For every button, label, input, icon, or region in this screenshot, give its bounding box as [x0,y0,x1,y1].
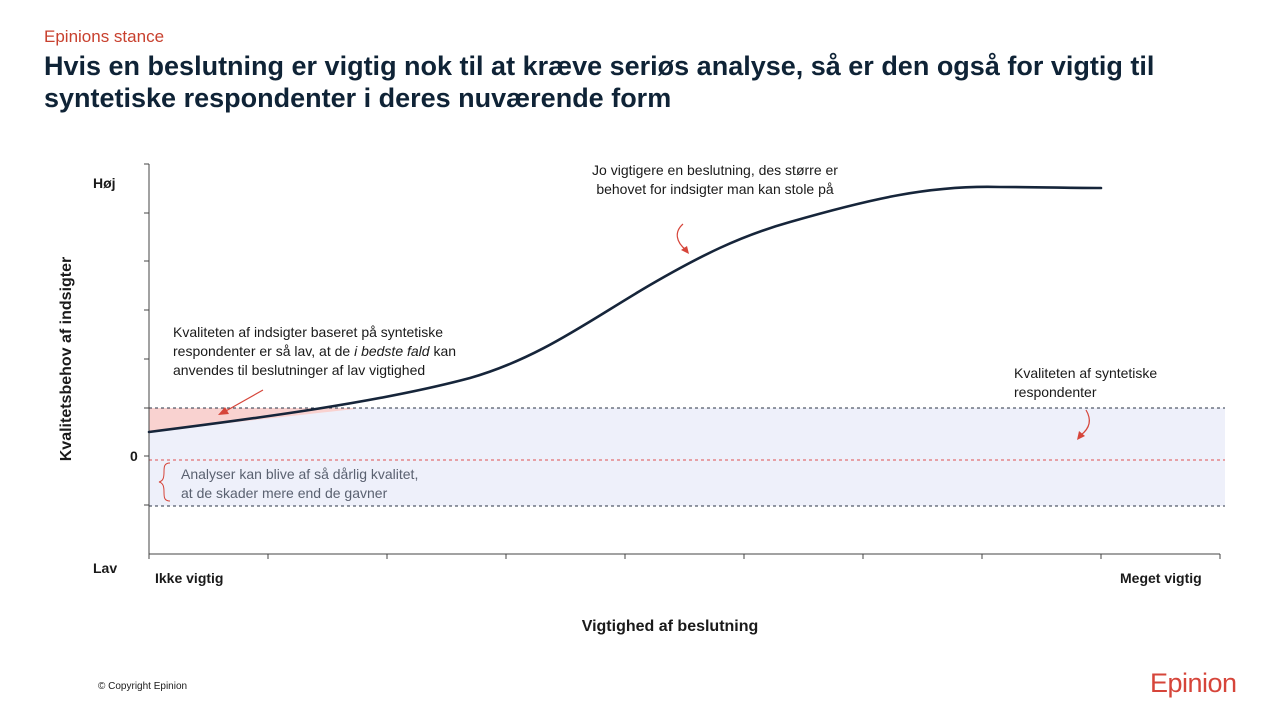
y-tick-high: Høj [93,175,116,191]
kicker: Epinions stance [44,27,165,46]
synthetic-note-line2: respondenter er så lav, at de i bedste f… [173,342,513,361]
x-tick-right: Meget vigtig [1120,570,1202,586]
usable-zone-highlight [149,408,355,433]
curve-note: Jo vigtigere en beslutning, des større e… [560,161,870,199]
y-axis [144,163,150,554]
x-tick-left: Ikke vigtig [155,570,224,586]
x-axis-label: Vigtighed af beslutning [581,618,759,635]
synthetic-note-line2-b: kan [429,343,457,359]
copyright: © Copyright Epinion [98,681,188,692]
band-note: Kvaliteten af syntetiske respondenter [1014,364,1214,402]
harm-brace [158,462,171,502]
need-curve [147,185,1103,434]
y-tick-low: Lav [93,560,118,576]
harm-note: Analyser kan blive af så dårlig kvalitet… [181,465,481,503]
curve-note-line2: behovet for indsigter man kan stole på [596,181,834,197]
page-title: Hvis en beslutning er vigtig nok til at … [44,51,1155,113]
band-note-arrow [1077,409,1091,440]
synthetic-note-emphasis: i bedste fald [354,343,430,359]
curve-note-line1: Jo vigtigere en beslutning, des større e… [592,162,838,178]
harm-note-line1: Analyser kan blive af så dårlig kvalitet… [181,466,419,482]
band-note-line1: Kvaliteten af syntetiske [1014,365,1158,381]
y-axis-label: Kvalitetsbehov af indsigter [58,256,75,462]
band-note-line2: respondenter [1014,384,1097,400]
synthetic-note-line2-a: respondenter er så lav, at de [173,343,355,359]
synthetic-note: Kvaliteten af indsigter baseret på synte… [173,323,513,380]
epinion-logo: Epinion [1150,668,1237,698]
harm-note-line2: at de skader mere end de gavner [181,485,388,501]
synthetic-note-line3: anvendes til beslutninger af lav vigtigh… [173,362,426,378]
y-tick-zero: 0 [130,448,138,464]
curve-note-arrow [676,223,689,254]
synthetic-note-line1: Kvaliteten af indsigter baseret på synte… [173,324,444,340]
x-axis [148,553,1221,559]
synthetic-quality-band [149,408,1225,506]
synthetic-note-arrow [218,389,264,415]
